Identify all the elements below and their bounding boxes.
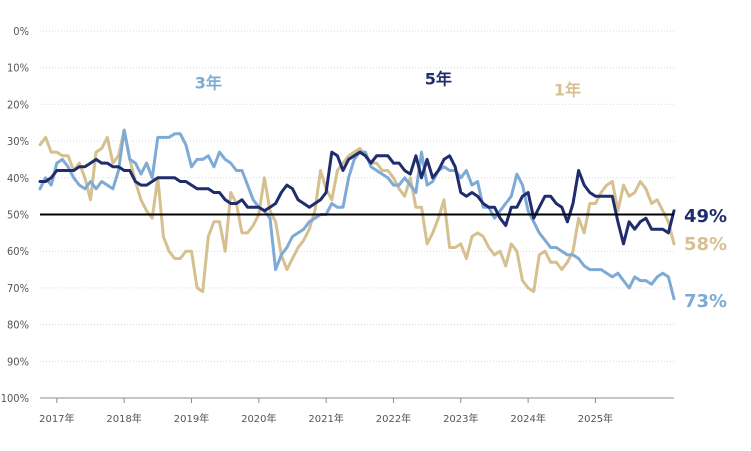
- x-tick-label: 2024年: [510, 412, 545, 425]
- series-label-3年: 3年: [195, 73, 222, 92]
- y-axis: 0% 10% 20% 30% 40% 50% 60% 70% 80% 90% 100%: [1, 25, 29, 405]
- x-tick-label: 2020年: [241, 412, 276, 425]
- x-tick-label: 2025年: [578, 412, 613, 425]
- series-labels: 1年 3年 5年 58% 73% 49%: [195, 70, 727, 312]
- y-tick-label: 30%: [7, 135, 29, 148]
- y-tick-label: 20%: [7, 98, 29, 111]
- y-tick-label: 0%: [13, 25, 29, 38]
- y-tick-label: 80%: [7, 319, 29, 332]
- end-value-label-5年: 49%: [684, 206, 727, 227]
- x-axis: 2017年 2018年 2019年 2020年 2021年 2022年 2023年 2024年…: [39, 397, 674, 425]
- y-tick-label: 100%: [1, 392, 29, 405]
- series-label-5年: 5年: [425, 70, 452, 89]
- y-tick-label: 70%: [7, 282, 29, 295]
- x-tick-label: 2022年: [376, 412, 411, 425]
- y-tick-label: 90%: [7, 355, 29, 368]
- y-tick-label: 10%: [7, 62, 29, 75]
- x-tick-label: 2017年: [39, 412, 74, 425]
- series-line-3年: [38, 128, 676, 301]
- x-tick-label: 2023年: [443, 412, 478, 425]
- x-tick-label: 2018年: [106, 412, 141, 425]
- end-value-label-3年: 73%: [684, 291, 727, 312]
- x-tick-label: 2019年: [174, 412, 209, 425]
- series-line-5年: [38, 150, 676, 246]
- x-tick-label: 2021年: [308, 412, 343, 425]
- series-label-1年: 1年: [554, 81, 581, 100]
- series-line-1年: [38, 128, 676, 294]
- end-value-label-1年: 58%: [684, 234, 727, 255]
- y-tick-label: 60%: [7, 245, 29, 258]
- gridlines: [40, 30, 674, 399]
- y-tick-label: 40%: [7, 172, 29, 185]
- y-tick-label: 50%: [7, 209, 29, 222]
- series-lines: [38, 128, 676, 301]
